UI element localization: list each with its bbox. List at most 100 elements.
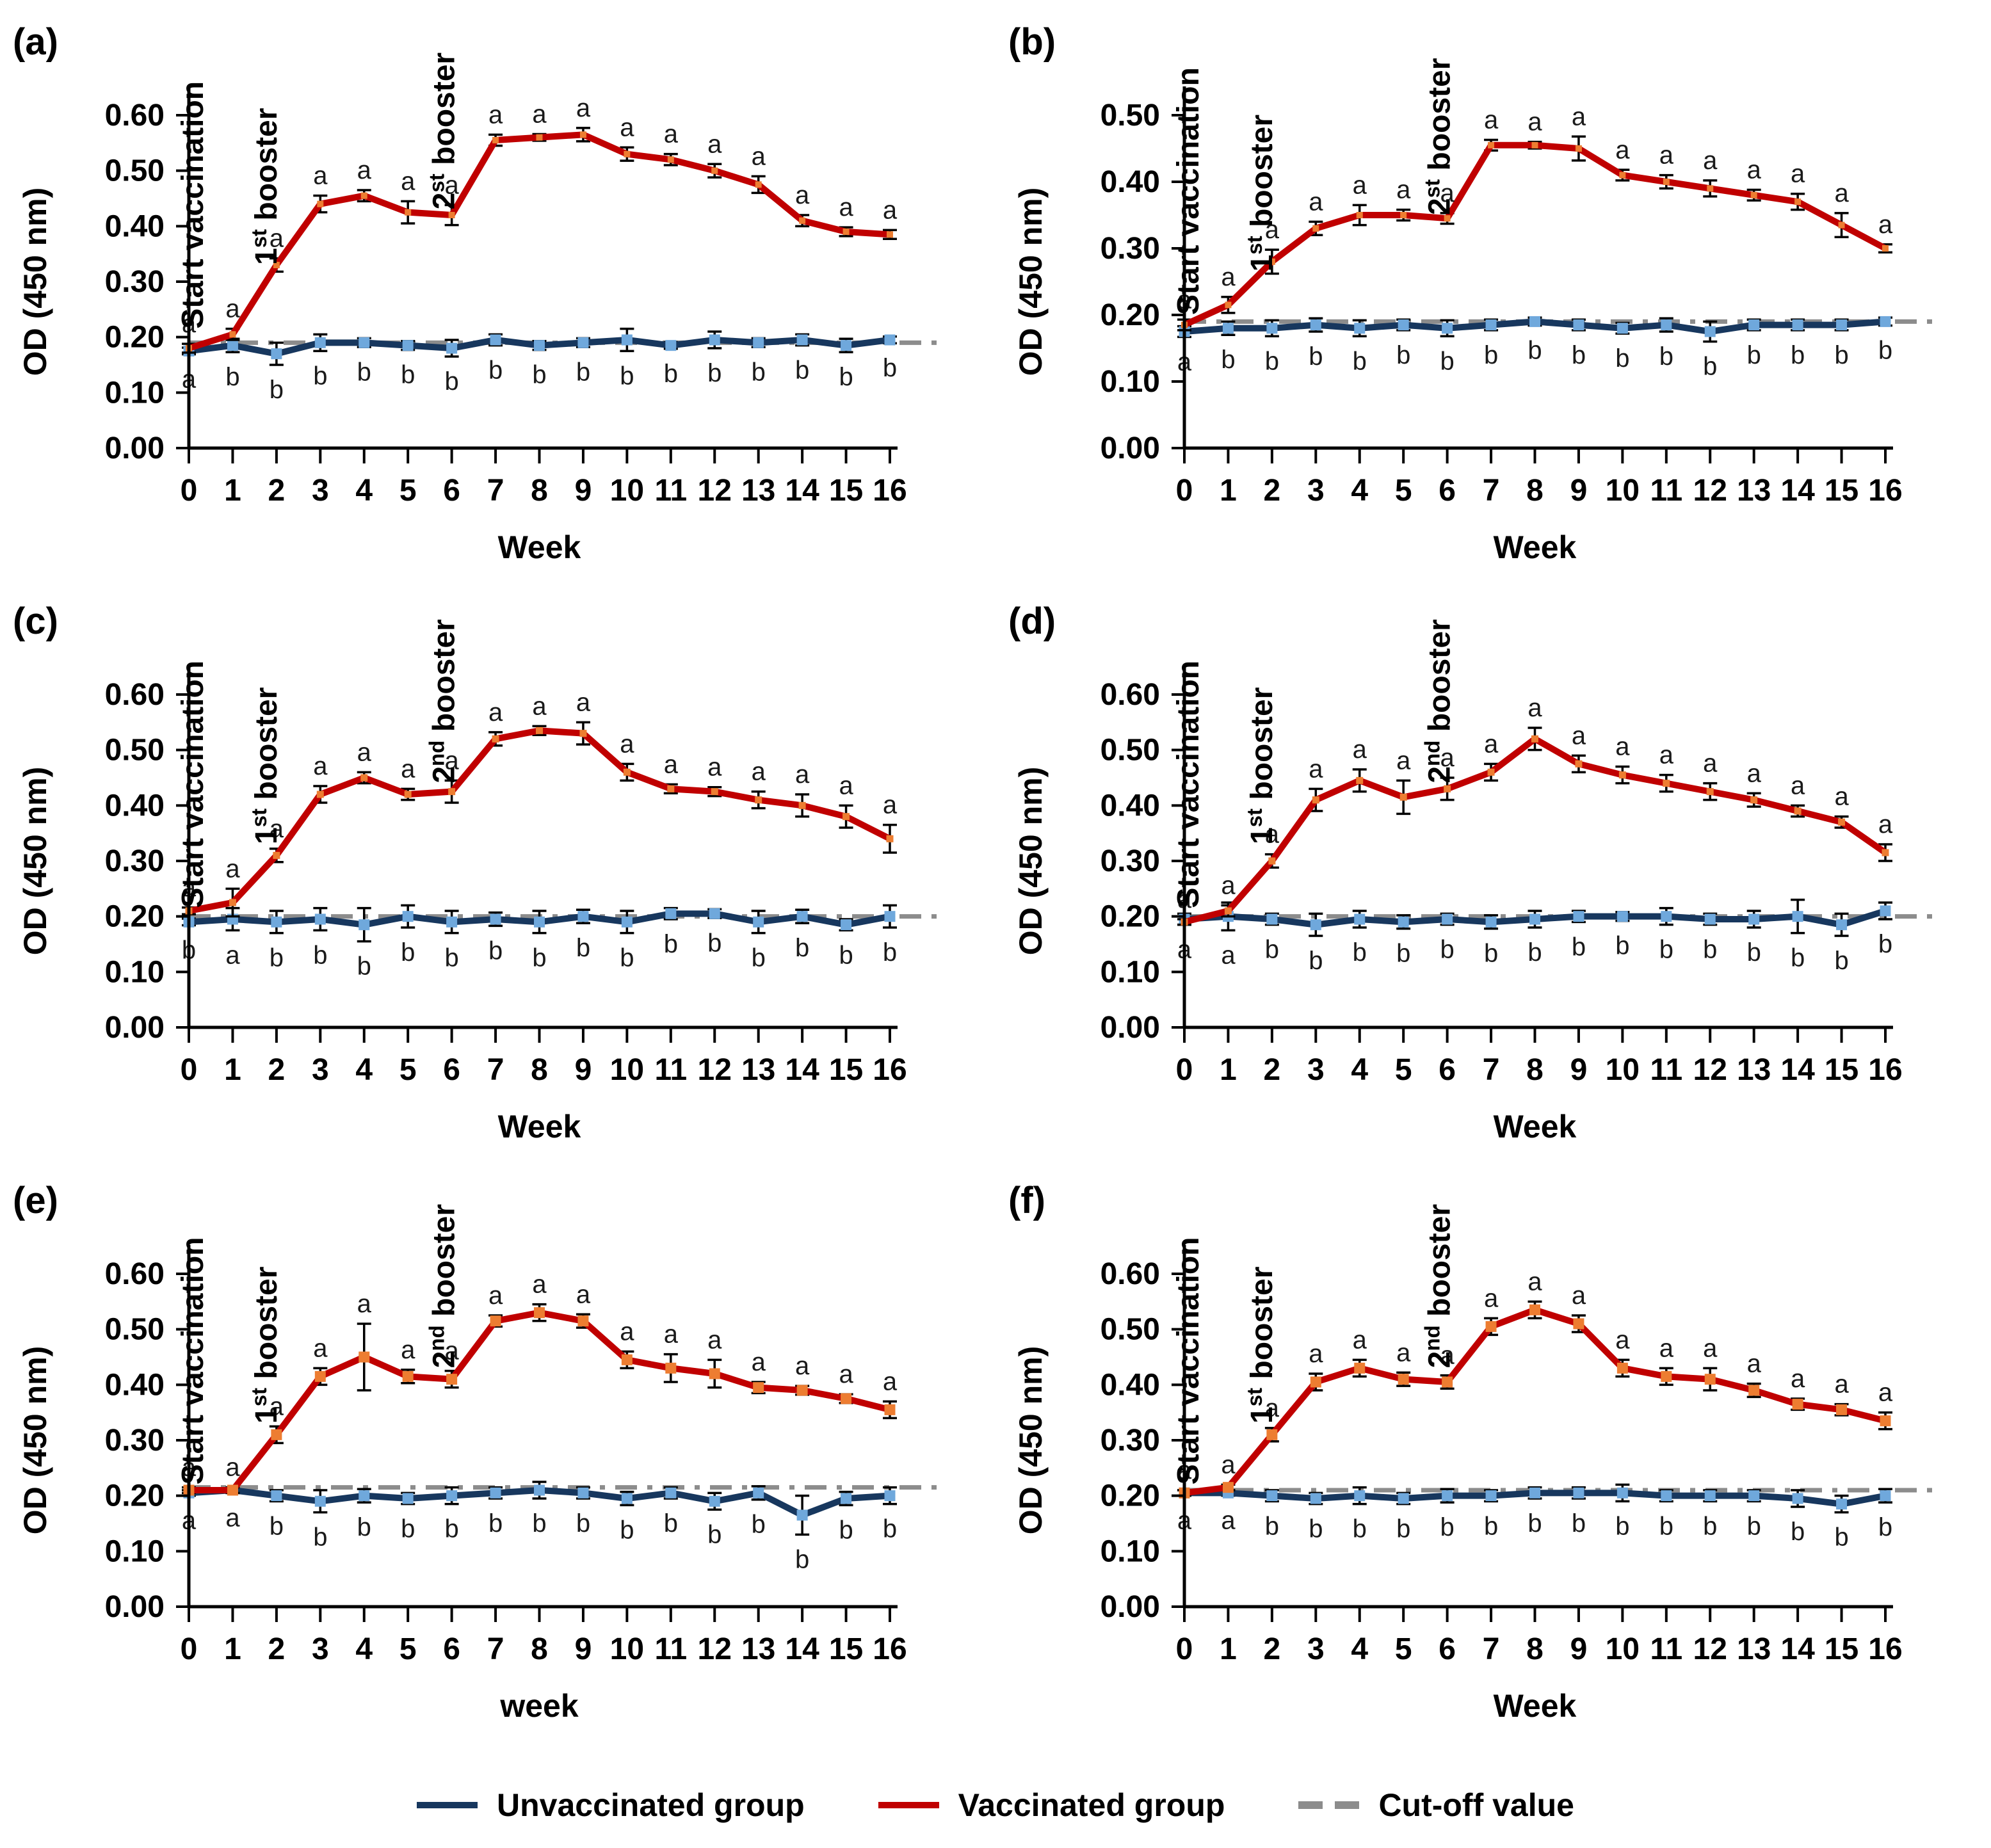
significance-label: a	[1221, 1450, 1236, 1479]
data-point-marker	[842, 813, 850, 821]
data-point-marker	[229, 899, 236, 906]
data-point-marker	[1400, 212, 1407, 218]
series-vaccinated: aaaaaaaaaaaaaaaaa	[182, 688, 898, 918]
data-point-marker	[1880, 1490, 1891, 1502]
significance-label: a	[1221, 871, 1236, 899]
significance-label: b	[839, 1516, 853, 1544]
data-point-marker	[1836, 919, 1848, 931]
significance-label: b	[1747, 938, 1761, 967]
significance-label: a	[1878, 1379, 1893, 1407]
x-tick-label: 16	[1868, 1632, 1902, 1666]
annotation-label: Start vaccination	[1172, 1237, 1205, 1485]
y-tick-label: 0.50	[1100, 734, 1160, 767]
significance-label: a	[883, 791, 898, 819]
legend: Unvaccinated group Vaccinated group Cut-…	[0, 1764, 1991, 1847]
x-tick-label: 1	[224, 474, 241, 508]
data-point-marker	[1836, 1498, 1848, 1510]
data-point-marker	[314, 1495, 326, 1507]
x-tick-label: 9	[1570, 1053, 1588, 1087]
data-point-marker	[1354, 913, 1366, 925]
significance-label: b	[357, 1513, 371, 1541]
annotation-superscript: st	[247, 808, 271, 827]
data-point-marker	[621, 1493, 633, 1504]
data-point-marker	[841, 340, 852, 351]
data-point-marker	[448, 788, 456, 796]
x-tick-label: 1	[1220, 1053, 1237, 1087]
x-tick-label: 4	[1351, 1053, 1368, 1087]
annotation-superscript: nd	[424, 741, 448, 766]
data-point-marker	[1792, 1399, 1803, 1410]
significance-label: a	[1572, 1282, 1586, 1310]
annotation-superscript: st	[424, 173, 448, 192]
significance-label: b	[1878, 337, 1892, 365]
data-point-marker	[1573, 911, 1584, 922]
significance-label: a	[1834, 179, 1849, 207]
annotation-label: Start vaccination	[176, 661, 210, 908]
y-tick-label: 0.40	[105, 1368, 165, 1402]
significance-label: b	[313, 1523, 327, 1552]
data-point-marker	[667, 785, 675, 792]
significance-label: a	[795, 760, 810, 789]
significance-label: b	[1440, 1513, 1455, 1541]
data-point-marker	[665, 340, 677, 351]
x-tick-label: 5	[399, 474, 417, 508]
significance-label: a	[664, 1321, 679, 1349]
significance-label: a	[313, 1334, 328, 1362]
data-point-marker	[709, 1495, 720, 1507]
y-tick-label: 0.10	[105, 955, 165, 989]
annotation-label: Start vaccination	[1172, 67, 1205, 315]
annotation-label: 1st booster	[247, 108, 284, 265]
x-tick-label: 8	[1526, 1053, 1544, 1087]
data-point-marker	[271, 348, 282, 360]
data-point-marker	[446, 1374, 458, 1385]
significance-label: b	[1528, 1509, 1542, 1538]
significance-label: a	[752, 142, 766, 170]
data-point-marker	[1442, 323, 1453, 334]
annotation-superscript: nd	[1420, 1325, 1444, 1351]
significance-label: b	[401, 1515, 415, 1543]
significance-label: a	[839, 193, 853, 221]
significance-label: b	[1615, 1512, 1629, 1540]
x-axis-title: week	[499, 1688, 579, 1724]
significance-label: a	[270, 815, 284, 843]
x-tick-label: 16	[873, 474, 907, 508]
y-tick-label: 0.30	[105, 844, 165, 878]
significance-label: b	[401, 361, 415, 389]
data-point-marker	[796, 334, 808, 346]
data-point-marker	[1485, 1321, 1497, 1332]
x-tick-label: 3	[1307, 1632, 1325, 1666]
x-tick-label: 14	[785, 474, 819, 508]
series-unvaccinated: abbbbbbbbbbbbbbbb	[182, 327, 897, 404]
data-point-marker	[577, 1487, 589, 1498]
significance-label: a	[532, 100, 547, 128]
significance-label: b	[1703, 353, 1717, 381]
significance-label: b	[1834, 1523, 1848, 1552]
y-tick-label: 0.10	[1100, 1534, 1160, 1568]
cutoff-dash-swatch	[1298, 1801, 1360, 1809]
significance-label: b	[488, 357, 503, 385]
annotation-label: 2nd booster	[1420, 619, 1456, 783]
x-tick-label: 9	[575, 1632, 592, 1666]
legend-label-cutoff: Cut-off value	[1378, 1787, 1574, 1823]
data-point-marker	[887, 231, 893, 238]
x-tick-label: 5	[1395, 1632, 1412, 1666]
y-tick-label: 0.20	[1100, 900, 1160, 934]
annotation-text: 1	[250, 1406, 284, 1424]
data-point-marker	[1225, 301, 1232, 309]
data-point-marker	[1573, 1318, 1584, 1330]
x-tick-label: 7	[1483, 1632, 1500, 1666]
significance-label: a	[1353, 1326, 1367, 1354]
significance-label: b	[445, 944, 459, 972]
y-tick-label: 0.00	[1100, 431, 1160, 465]
series-vaccinated: aaaaaaaaaaaaaaaaa	[1177, 694, 1893, 926]
series-line	[186, 131, 893, 351]
x-tick-label: 1	[224, 1632, 241, 1666]
significance-label: a	[445, 171, 460, 199]
significance-label: a	[1265, 821, 1280, 849]
y-tick-label: 0.30	[1100, 1424, 1160, 1458]
significance-label: b	[1484, 1512, 1498, 1540]
significance-label: b	[883, 354, 897, 382]
y-tick-label: 0.20	[1100, 1479, 1160, 1513]
x-tick-label: 13	[1737, 1632, 1771, 1666]
annotation-superscript: st	[247, 1388, 271, 1406]
